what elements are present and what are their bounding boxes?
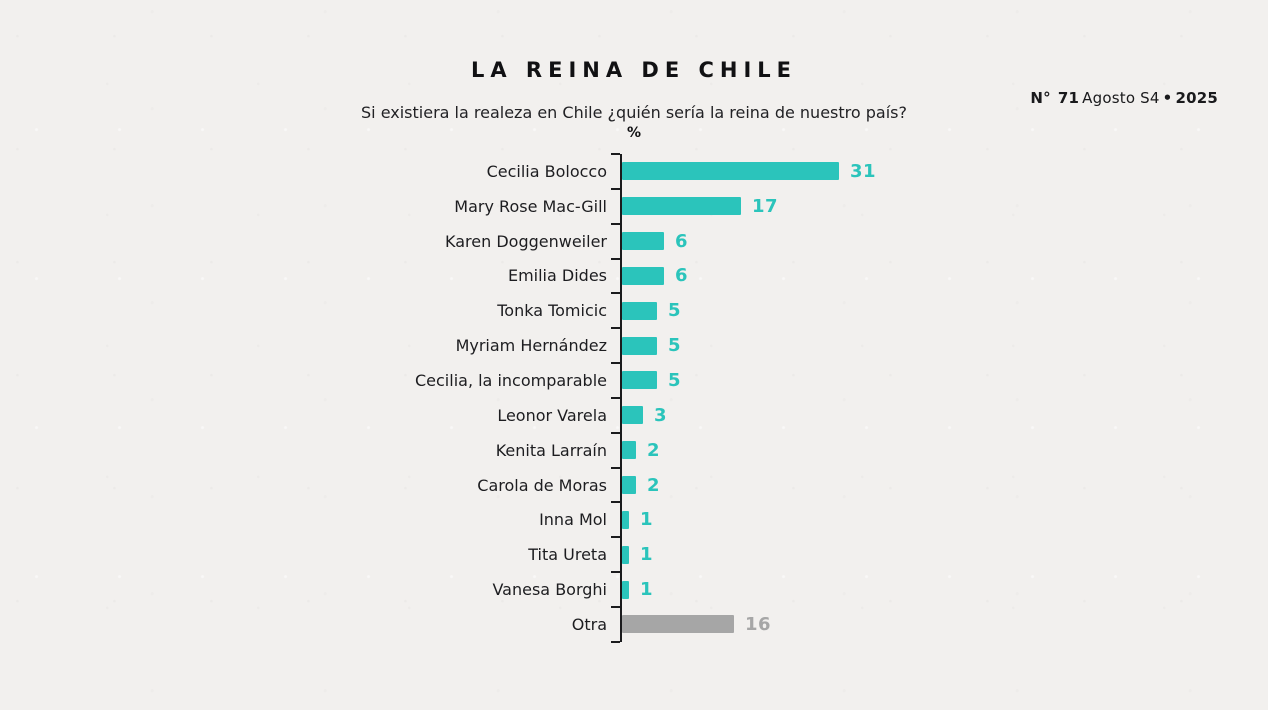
issue-label: N° [1030, 89, 1051, 107]
chart-row: Emilia Dides 6 [508, 257, 1268, 294]
bar-label: Kenita Larraín [495, 440, 607, 460]
bar [622, 510, 629, 529]
bar [622, 441, 636, 460]
bar [622, 615, 734, 634]
bar-value: 2 [647, 439, 661, 461]
bar-value: 3 [654, 404, 668, 426]
chart-row: Cecilia Bolocco 31 [487, 153, 1268, 189]
bar-value: 6 [675, 265, 689, 287]
bar [622, 336, 657, 355]
bar-label: Carola de Moras [477, 475, 607, 495]
chart-row: Cecilia, la incomparable 5 [415, 362, 1268, 398]
bar-value: 6 [675, 230, 689, 252]
page-title: LA REINA DE CHILE [470, 58, 798, 82]
bar-chart: Cecilia Bolocco 31 Mary Rose Mac-Gill 17… [0, 153, 1268, 643]
bar-label: Cecilia Bolocco [486, 161, 607, 181]
bar-value: 1 [640, 544, 654, 566]
bar [622, 266, 664, 285]
bar-value: 1 [640, 579, 654, 601]
bar [622, 162, 839, 181]
chart-row: Tonka Tomicic 5 [497, 292, 1268, 328]
bar-label: Leonor Varela [497, 405, 607, 425]
chart-rows: Cecilia Bolocco 31 Mary Rose Mac-Gill 17… [415, 153, 1268, 643]
percent-unit-label: % [626, 125, 642, 141]
issue-masthead: N° 71 Agosto S4 • 2025 [1030, 89, 1218, 107]
bar [622, 197, 741, 216]
bar [622, 301, 657, 320]
bar-label: Karen Doggenweiler [445, 231, 607, 251]
chart-row: Leonor Varela 3 [497, 396, 1268, 433]
bar [622, 406, 643, 425]
issue-number: 71 [1057, 89, 1080, 107]
chart-row: Vanesa Borghi 1 [492, 571, 1268, 607]
bar-value: 31 [850, 160, 877, 182]
bar-label: Tonka Tomicic [497, 301, 607, 321]
bar [622, 232, 664, 251]
chart-row: Mary Rose Mac-Gill 17 [454, 187, 1268, 224]
issue-year: 2025 [1175, 89, 1218, 107]
chart-row: Myriam Hernández 5 [456, 327, 1268, 363]
chart-row: Tita Ureta 1 [528, 536, 1268, 572]
bar-label: Cecilia, la incomparable [414, 370, 607, 390]
bar [622, 371, 657, 390]
chart-row: Carola de Moras 2 [477, 466, 1268, 503]
bar [622, 580, 629, 599]
chart-row: Inna Mol 1 [539, 501, 1268, 537]
bar-label: Tita Ureta [528, 545, 607, 565]
issue-period: Agosto S4 [1082, 89, 1160, 107]
bar [622, 476, 636, 495]
chart-row: Kenita Larraín 2 [496, 431, 1268, 468]
bar-label: Inna Mol [539, 510, 607, 530]
separator-dot: • [1162, 89, 1173, 107]
bar-value: 17 [752, 195, 779, 217]
bar-label: Vanesa Borghi [492, 580, 607, 600]
bar [622, 545, 629, 564]
survey-question: Si existiera la realeza en Chile ¿quién … [361, 103, 907, 122]
chart-row: Karen Doggenweiler 6 [445, 222, 1268, 259]
bar-value: 2 [647, 474, 661, 496]
bar-label: Mary Rose Mac-Gill [454, 196, 607, 216]
bar-value: 16 [745, 613, 772, 635]
bar-value: 1 [640, 509, 654, 531]
bar-label: Emilia Dides [507, 266, 607, 286]
chart-row: Otra 16 [572, 605, 1268, 642]
bar-value: 5 [668, 369, 682, 391]
bar-value: 5 [668, 300, 682, 322]
bar-label: Otra [571, 614, 607, 634]
infographic-page: { "masthead": { "issue_label": "N°", "is… [0, 58, 1268, 710]
bar-label: Myriam Hernández [455, 336, 607, 356]
bar-value: 5 [668, 335, 682, 357]
